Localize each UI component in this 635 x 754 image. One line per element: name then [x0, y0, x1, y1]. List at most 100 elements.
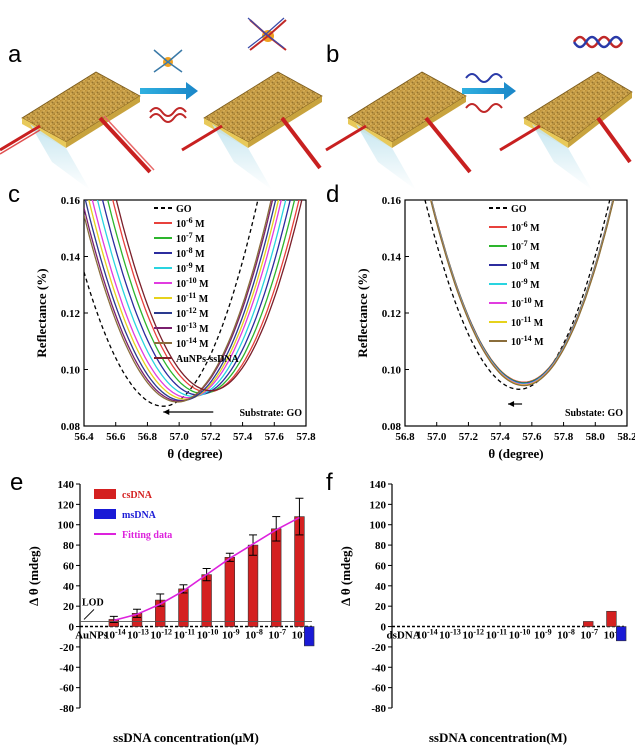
- y-tick-label: -80: [371, 703, 386, 715]
- bar: [583, 621, 594, 627]
- annotation-text: Substate: GO: [565, 408, 623, 419]
- y-tick-label: 0.10: [382, 365, 402, 377]
- y-tick-label: 0.08: [382, 421, 402, 433]
- category-label: 10-13: [439, 628, 461, 642]
- category-label: 10-7: [580, 628, 598, 642]
- x-tick-label: 57.2: [201, 431, 221, 443]
- legend-entry: 10-14 M: [176, 336, 209, 350]
- legend-entry: 10-7 M: [511, 239, 540, 253]
- y-tick-label: -40: [59, 662, 74, 674]
- panel-label-a: a: [8, 41, 22, 68]
- y-tick-label: 40: [375, 581, 387, 593]
- panel-label-f: f: [326, 469, 333, 496]
- y-tick-label: 60: [375, 560, 387, 572]
- schematic-b: [325, 35, 633, 190]
- aunp-probe-icon: [153, 49, 183, 73]
- legend-swatch: [94, 509, 116, 519]
- series-line: [424, 200, 611, 390]
- x-tick-label: 57.4: [491, 431, 511, 443]
- x-tick-label: 57.6: [522, 431, 542, 443]
- x-tick-label: 56.8: [138, 431, 158, 443]
- x-tick-label: 58.0: [586, 431, 606, 443]
- legend-entry: 10-9 M: [511, 277, 540, 291]
- y-tick-label: 0.14: [61, 252, 81, 264]
- series-group-d: [424, 200, 615, 390]
- category-label: 10-9: [534, 628, 552, 642]
- legend-entry: GO: [176, 204, 192, 215]
- legend-swatch: [94, 489, 116, 499]
- y-tick-label: 20: [375, 601, 387, 613]
- sensor-chip-left-b: [325, 71, 472, 190]
- panel-label-d: d: [326, 181, 339, 208]
- lod-pointer: [83, 609, 95, 620]
- sensor-chip-left-a: [0, 71, 155, 190]
- x-tick-label: 56.4: [74, 431, 94, 443]
- category-label: 10-10: [197, 628, 219, 642]
- legend-entry: 10-14 M: [511, 334, 544, 348]
- category-label: 10-8: [245, 628, 263, 642]
- fit-line: [113, 516, 300, 622]
- bar: [606, 610, 617, 627]
- x-axis-label: ssDNA concentration(M): [429, 730, 567, 745]
- y-tick-label: 80: [63, 540, 75, 552]
- lod-label: LOD: [82, 597, 104, 608]
- legend-entry: csDNA: [122, 490, 153, 501]
- x-axis-label: ssDNA concentration(μM): [113, 730, 259, 745]
- sensor-chip-right-b: [499, 71, 633, 190]
- hybridized-aunp-icon: [247, 17, 287, 51]
- y-tick-label: 0.12: [382, 308, 402, 320]
- category-label: 10-12: [150, 628, 172, 642]
- legend-entry: 10-6 M: [511, 220, 540, 234]
- y-tick-label: 100: [370, 520, 387, 532]
- shift-arrow-head: [508, 401, 515, 407]
- y-tick-label: -40: [371, 662, 386, 674]
- y-tick-label: 0.12: [61, 308, 81, 320]
- y-tick-label: 140: [58, 479, 75, 491]
- category-label: 10-14: [416, 628, 438, 642]
- x-tick-label: 57.6: [265, 431, 285, 443]
- flow-arrow-a: [140, 82, 198, 100]
- legend-entry: 10-13 M: [176, 321, 209, 335]
- y-tick-label: 0.16: [382, 195, 402, 207]
- bar: [224, 557, 235, 627]
- dsdna-helix-icon: [572, 35, 624, 49]
- x-tick-label: 57.0: [170, 431, 190, 443]
- panel-label-e: e: [10, 469, 23, 496]
- legend-entry: GO: [511, 204, 527, 215]
- bar: [201, 574, 212, 627]
- category-label: 10-7: [268, 628, 286, 642]
- legend-entry: 10-6 M: [176, 216, 205, 230]
- bar: [615, 626, 627, 642]
- series-line: [84, 200, 259, 407]
- y-tick-label: 0.08: [61, 421, 81, 433]
- bar: [271, 528, 282, 627]
- x-tick-label: 57.8: [296, 431, 316, 443]
- y-tick-label: 0.16: [61, 195, 81, 207]
- legend-entry: AuNPs-ssDNA: [176, 354, 240, 365]
- x-tick-label: 56.8: [395, 431, 415, 443]
- mismatch-strand-icon: [465, 73, 503, 83]
- y-tick-label: 120: [58, 499, 75, 511]
- y-tick-label: 0.10: [61, 365, 81, 377]
- category-label: AuNPs: [75, 630, 109, 642]
- y-tick-label: 20: [63, 601, 75, 613]
- y-tick-label: 0: [381, 622, 387, 634]
- category-label: 10-12: [462, 628, 484, 642]
- x-tick-label: 56.6: [106, 431, 126, 443]
- category-label: 10-8: [557, 628, 575, 642]
- y-tick-label: 120: [370, 499, 387, 511]
- legend-entry: 10-10 M: [176, 276, 209, 290]
- legend-entry: 10-8 M: [176, 246, 205, 260]
- annotation-text: Substrate: GO: [240, 408, 303, 419]
- chart-d: d 56.8 57.0 57.2 57.4 57.6 57.8 58.0 58.2 0.08 0.1…: [326, 181, 635, 461]
- legend-entry: 10-8 M: [511, 258, 540, 272]
- series-line: [84, 200, 272, 403]
- y-tick-label: 0: [69, 622, 75, 634]
- bar: [178, 588, 189, 627]
- y-tick-label: -20: [371, 642, 386, 654]
- y-axis-label: Δ θ (mdeg): [26, 546, 41, 606]
- y-tick-label: -80: [59, 703, 74, 715]
- panel-label-b: b: [326, 41, 339, 68]
- x-tick-label: 58.2: [617, 431, 635, 443]
- series-group-c: [84, 200, 303, 407]
